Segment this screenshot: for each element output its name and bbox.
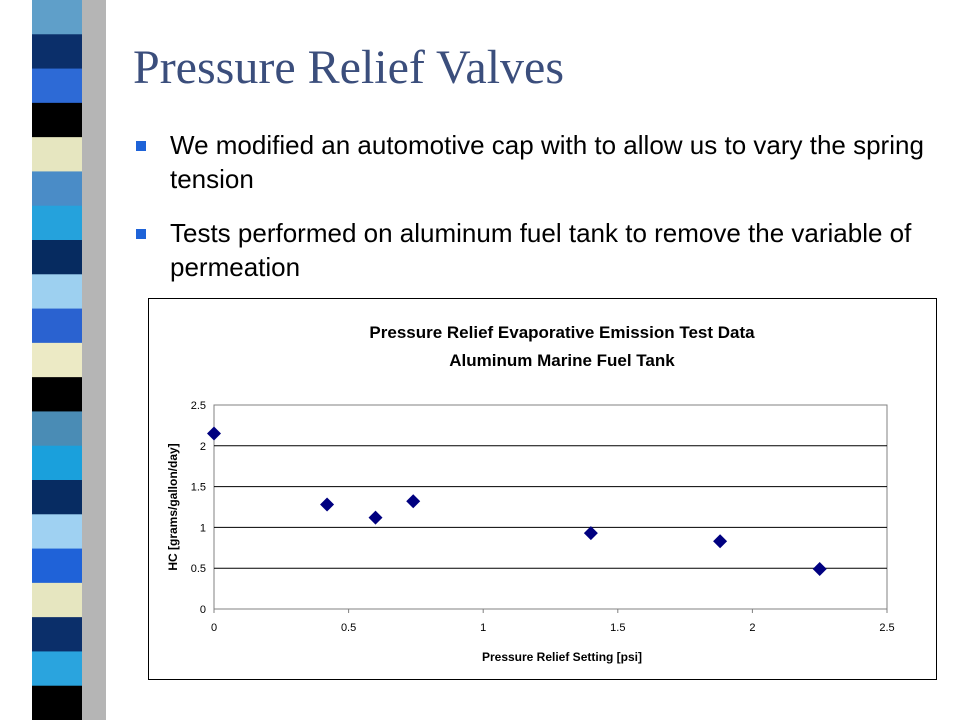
stripe-block	[32, 342, 82, 378]
decorative-stripe	[32, 0, 106, 720]
bullet-text: Tests performed on aluminum fuel tank to…	[170, 218, 912, 282]
stripe-block	[32, 548, 82, 584]
y-tick-label: 2	[200, 441, 206, 453]
stripe-block	[32, 617, 82, 652]
stripe-block	[32, 480, 82, 515]
data-point	[406, 494, 421, 509]
stripe-block	[32, 651, 82, 687]
page-title: Pressure Relief Valves	[133, 41, 565, 94]
stripe-block	[32, 308, 82, 344]
bullet-square-icon	[136, 141, 146, 151]
x-tick-label: 0	[211, 622, 217, 634]
bullet-text: We modified an automotive cap with to al…	[170, 130, 924, 194]
bullet-square-icon	[136, 229, 146, 239]
stripe-block	[32, 274, 82, 310]
y-tick-labels: 0 0.5 1 1.5 2 2.5	[191, 400, 206, 616]
data-point	[812, 562, 827, 577]
chart-frame: Pressure Relief Evaporative Emission Tes…	[148, 298, 937, 680]
stripe-block	[32, 445, 82, 481]
chart-subtitle: Aluminum Marine Fuel Tank	[449, 351, 675, 370]
y-tick-label: 1.5	[191, 482, 206, 494]
stripe-block	[32, 102, 82, 138]
stripe-block	[32, 685, 82, 720]
data-point	[368, 510, 383, 525]
gridlines	[214, 445, 887, 569]
y-tick-label: 2.5	[191, 400, 206, 412]
y-tick-label: 0.5	[191, 563, 206, 575]
data-point	[583, 526, 598, 541]
x-tick-label: 1.5	[610, 622, 625, 634]
data-point	[713, 534, 728, 549]
chart-svg: Pressure Relief Evaporative Emission Tes…	[166, 323, 895, 664]
x-tick-label: 0.5	[341, 622, 356, 634]
stripe-block	[32, 171, 82, 207]
x-tick-labels: 0 0.5 1 1.5 2 2.5	[211, 609, 895, 634]
bullet-item: We modified an automotive cap with to al…	[136, 128, 936, 196]
data-point	[320, 497, 335, 512]
stripe-block	[32, 0, 82, 35]
data-point	[207, 426, 221, 441]
chart-title: Pressure Relief Evaporative Emission Tes…	[369, 323, 755, 342]
y-tick-label: 1	[200, 522, 206, 534]
y-axis-label: HC [grams/gallon/day]	[166, 443, 180, 570]
stripe-block	[32, 514, 82, 550]
stripe-block	[32, 137, 82, 172]
stripe-block	[32, 377, 82, 412]
x-tick-label: 2.5	[879, 622, 894, 634]
stripe-block	[32, 205, 82, 241]
stripe-block	[32, 582, 82, 618]
x-tick-label: 2	[749, 622, 755, 634]
stripe-block	[32, 411, 82, 447]
stripe-block	[32, 34, 82, 70]
plot-area	[213, 404, 888, 610]
stripe-shadow	[82, 0, 106, 720]
data-points	[207, 426, 827, 577]
stripe-block	[32, 240, 82, 275]
stripe-block	[32, 68, 82, 104]
y-tick-label: 0	[200, 604, 206, 616]
x-axis-label: Pressure Relief Setting [psi]	[482, 650, 642, 664]
bullet-item: Tests performed on aluminum fuel tank to…	[136, 216, 936, 284]
x-tick-label: 1	[480, 622, 486, 634]
